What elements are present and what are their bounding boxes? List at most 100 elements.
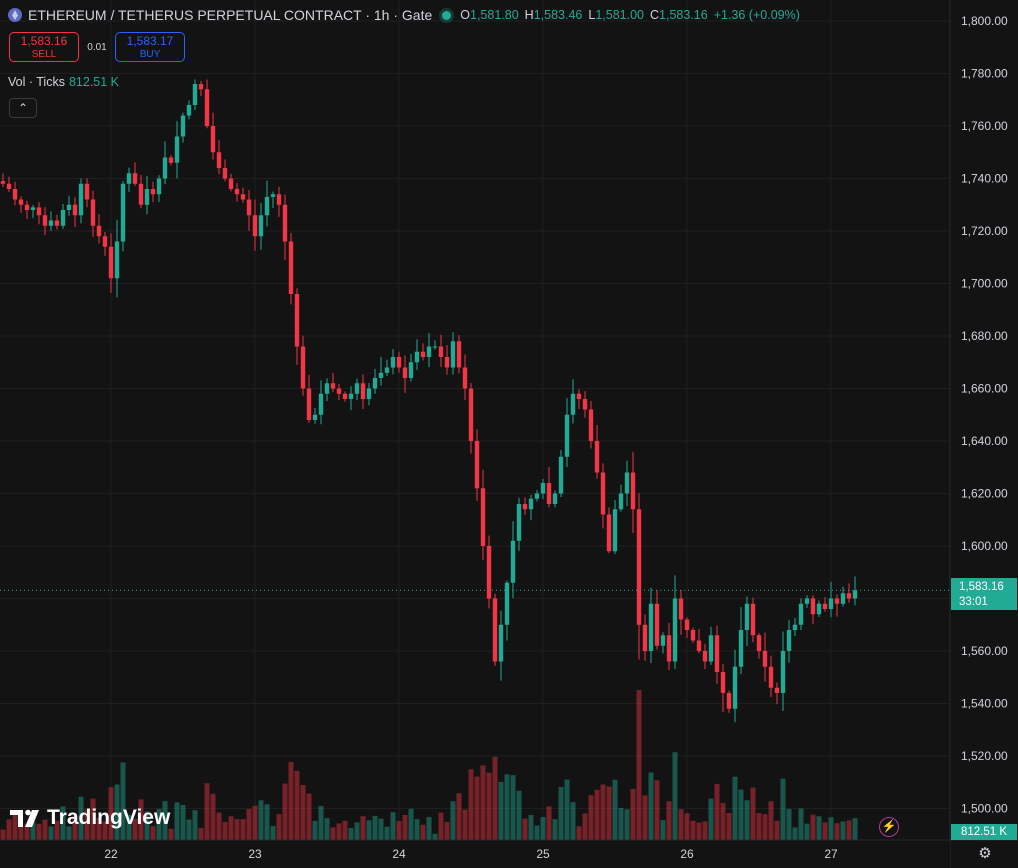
candle-body [30, 207, 36, 210]
volume-bar [36, 823, 42, 840]
candle-body [0, 181, 6, 184]
volume-bar [786, 809, 792, 840]
tradingview-logo[interactable]: TradingView [10, 806, 170, 830]
ohlc-change-value: +1.36 (+0.09%) [713, 8, 800, 22]
volume-bar [24, 823, 30, 840]
candle-body [432, 346, 438, 348]
price-tick-label: 1,560.00 [961, 644, 1008, 658]
candle-body [324, 383, 330, 394]
volume-bar [102, 821, 108, 840]
price-tick-label: 1,660.00 [961, 382, 1008, 396]
candle-body [186, 105, 192, 116]
volume-bar [12, 814, 18, 840]
candle-body [294, 294, 300, 347]
volume-bar [240, 819, 246, 840]
symbol-legend[interactable]: ETHEREUM / TETHERUS PERPETUAL CONTRACT ·… [8, 7, 800, 23]
volume-bar [168, 828, 174, 840]
ohlc-open-value: 1,581.80 [470, 8, 519, 22]
volume-bar [468, 769, 474, 840]
sell-button[interactable]: 1,583.16 SELL [9, 32, 79, 62]
candle-body [102, 236, 108, 247]
candle-body [162, 157, 168, 179]
candle-body [564, 414, 570, 457]
candle-body [744, 603, 750, 630]
candle-body [612, 509, 618, 552]
volume-bar [540, 816, 546, 840]
ohlc-low-value: 1,581.00 [595, 8, 644, 22]
candle-body [606, 514, 612, 552]
symbol-title[interactable]: ETHEREUM / TETHERUS PERPETUAL CONTRACT ·… [28, 7, 433, 23]
candle-body [762, 651, 768, 667]
candle-body [366, 388, 372, 399]
candle-body [354, 383, 360, 394]
ohlc-close-key: C [650, 8, 660, 22]
volume-bar [222, 822, 228, 840]
time-axis[interactable] [0, 840, 950, 868]
collapse-legend-button[interactable]: ⌃ [9, 98, 37, 118]
candle-body [780, 651, 786, 693]
volume-bar [726, 812, 732, 840]
volume-legend[interactable]: Vol · Ticks 812.51 K [8, 75, 119, 89]
price-axis[interactable] [950, 0, 1018, 840]
gear-icon[interactable]: ⚙ [978, 845, 992, 862]
volume-bar [156, 808, 162, 840]
candle-body [822, 603, 828, 609]
volume-bar [348, 827, 354, 840]
candle-body [408, 362, 414, 378]
tradingview-logo-icon [10, 809, 39, 827]
candle-body [198, 84, 204, 90]
candle-body [258, 215, 264, 237]
candle-body [522, 504, 528, 510]
candle-body [474, 441, 480, 489]
volume-bar [774, 820, 780, 840]
volume-bar [420, 824, 426, 840]
candle-body [726, 693, 732, 709]
candle-body [252, 215, 258, 237]
volume-bar [258, 800, 264, 840]
candle-body [288, 241, 294, 294]
candle-body [684, 619, 690, 630]
volume-bar [756, 813, 762, 840]
candle-body [552, 493, 558, 504]
price-tick-label: 1,600.00 [961, 539, 1008, 553]
volume-bar [576, 826, 582, 840]
volume-bar [282, 783, 288, 840]
ohlc-high-value: 1,583.46 [533, 8, 583, 22]
volume-bar [798, 808, 804, 840]
candle-body [642, 624, 648, 651]
volume-bar [672, 752, 678, 840]
volume-bar [48, 826, 54, 840]
candle-body [108, 246, 114, 279]
candlesticks [0, 79, 858, 723]
price-tick-label: 1,740.00 [961, 172, 1008, 186]
time-tick-label: 27 [824, 847, 838, 861]
volume-bar [162, 801, 168, 840]
candle-body [204, 89, 210, 126]
buy-button[interactable]: 1,583.17 BUY [115, 32, 185, 62]
volume-bar [480, 765, 486, 840]
volume-bar [822, 822, 828, 840]
candle-body [834, 598, 840, 604]
volume-bar [252, 805, 258, 840]
candle-body [660, 635, 666, 646]
volume-bar [570, 802, 576, 840]
price-tick-label: 1,540.00 [961, 697, 1008, 711]
candle-body [690, 630, 696, 641]
volume-bar [318, 805, 324, 840]
candle-body [636, 509, 642, 625]
volume-bar [846, 820, 852, 840]
price-tick-label: 1,720.00 [961, 224, 1008, 238]
candle-body [666, 635, 672, 662]
candle-body [168, 157, 174, 163]
candle-body [330, 383, 336, 389]
volume-bar [450, 801, 456, 840]
volume-bar [696, 822, 702, 840]
candle-body [12, 189, 18, 200]
candle-body [228, 178, 234, 189]
lightning-icon[interactable]: ⚡ [879, 817, 899, 837]
candle-body [306, 388, 312, 420]
candle-body [558, 456, 564, 494]
candle-body [582, 399, 588, 410]
volume-bar [678, 809, 684, 840]
